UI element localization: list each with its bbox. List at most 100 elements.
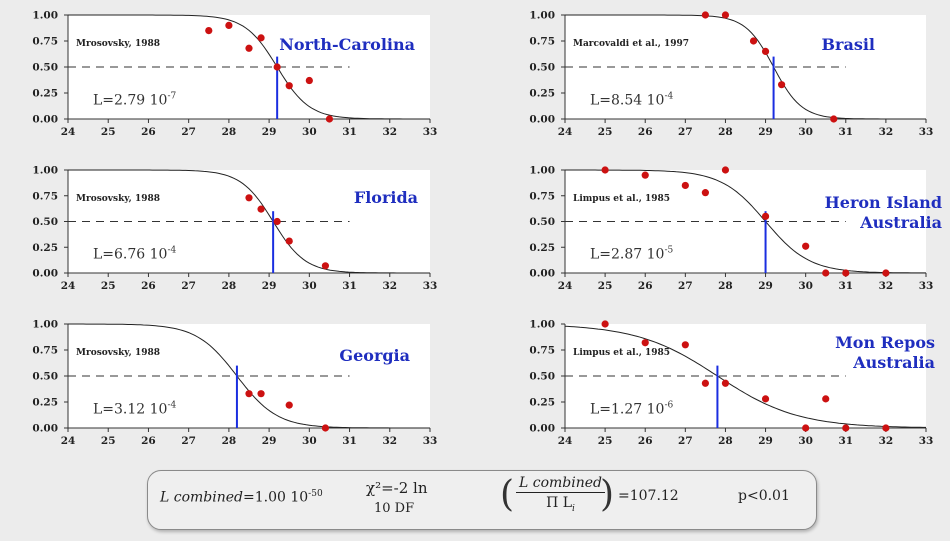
y-tick-label: 1.00 [529, 165, 555, 177]
x-tick-label: 24 [558, 280, 573, 292]
data-point [842, 424, 850, 432]
data-point [761, 395, 770, 403]
likelihood-label: L=2.87 10-5 [590, 246, 674, 263]
x-tick-label: 25 [598, 126, 613, 138]
x-tick-label: 33 [423, 435, 438, 447]
data-point [778, 81, 786, 89]
chart-title: Australia [852, 353, 935, 372]
y-tick-label: 1.00 [32, 10, 58, 22]
combined-likelihood-formula: L combined=1.00 10-50 χ²=-2 ln 10 DF ( L… [147, 470, 817, 530]
x-tick-label: 30 [302, 435, 317, 447]
data-point [225, 21, 233, 29]
x-tick-label: 26 [638, 435, 653, 447]
l-combined-label: L combined [160, 489, 243, 506]
data-point [321, 424, 330, 432]
x-tick-label: 31 [838, 280, 853, 292]
l-combined-exponent: -50 [308, 489, 323, 499]
y-tick-label: 0.75 [32, 190, 58, 202]
chi-square-result: =107.12 [618, 488, 679, 504]
y-tick-label: 0.75 [529, 345, 555, 357]
source-label: Limpus et al., 1985 [573, 348, 670, 358]
x-tick-label: 32 [879, 280, 894, 292]
y-tick-label: 0.75 [529, 190, 555, 202]
y-tick-label: 0.25 [529, 88, 555, 100]
x-tick-label: 26 [638, 126, 653, 138]
x-tick-label: 25 [101, 435, 116, 447]
chart-panel-1: 0.00 0.25 0.50 0.75 1.00 24 25 26 27 28 29 30 31 32 33… [32, 10, 437, 139]
y-tick-label: 0.25 [32, 397, 58, 409]
x-tick-label: 31 [342, 435, 357, 447]
p-value: p<0.01 [738, 488, 790, 504]
fraction-numerator: L combined [516, 475, 605, 493]
x-tick-label: 25 [598, 280, 613, 292]
data-point [761, 47, 770, 56]
likelihood-label: L=2.79 10-7 [93, 91, 177, 108]
x-tick-label: 24 [61, 126, 76, 138]
likelihood-exponent: -4 [167, 400, 176, 410]
data-point [641, 171, 649, 179]
chart-grid: 0.00 0.25 0.50 0.75 1.00 24 25 26 27 28 29 30 31 32 33… [32, 10, 942, 448]
x-tick-label: 27 [181, 280, 196, 292]
data-point [721, 166, 730, 174]
x-tick-label: 32 [879, 435, 894, 447]
y-tick-label: 0.50 [529, 371, 555, 383]
chart-title: Heron Island [825, 193, 942, 212]
x-tick-label: 28 [222, 280, 237, 292]
chart-title: Mon Repos [835, 333, 935, 352]
data-point [802, 242, 810, 250]
fit-curve [565, 169, 926, 274]
fit-curve [68, 169, 430, 274]
x-tick-label: 33 [423, 280, 438, 292]
x-tick-label: 30 [302, 126, 317, 138]
chart-title: Australia [859, 213, 942, 232]
chi-square-text: χ²=-2 ln [366, 479, 428, 497]
x-tick-label: 32 [382, 435, 397, 447]
left-paren: ( [500, 474, 515, 515]
x-tick-label: 29 [262, 435, 277, 447]
x-tick-label: 24 [558, 126, 573, 138]
x-tick-label: 33 [919, 126, 934, 138]
data-point [721, 11, 730, 19]
source-label: Mrosovsky, 1988 [76, 194, 160, 204]
data-point [205, 27, 213, 35]
x-tick-label: 31 [838, 126, 853, 138]
x-tick-label: 24 [558, 435, 573, 447]
data-point [305, 76, 313, 85]
likelihood-exponent: -5 [664, 246, 673, 256]
data-point [257, 205, 265, 213]
data-point [641, 339, 649, 347]
x-tick-label: 30 [798, 126, 813, 138]
data-point [257, 34, 265, 42]
data-point [273, 217, 281, 226]
y-tick-label: 0.50 [529, 62, 555, 74]
fraction-denominator-subscript: i [572, 503, 575, 514]
x-tick-label: 27 [678, 280, 693, 292]
likelihood-exponent: -4 [664, 91, 673, 101]
x-tick-label: 28 [718, 126, 733, 138]
x-tick-label: 26 [141, 280, 156, 292]
y-tick-label: 0.50 [529, 216, 555, 228]
fit-curve [565, 14, 926, 120]
x-tick-label: 30 [798, 435, 813, 447]
x-tick-label: 26 [141, 435, 156, 447]
chart-panel-2: 0.00 0.25 0.50 0.75 1.00 24 25 26 27 28 29 30 31 32 33… [529, 10, 933, 139]
x-tick-label: 29 [758, 435, 773, 447]
data-point [325, 115, 334, 123]
source-label: Marcovaldi et al., 1997 [573, 39, 689, 49]
x-tick-label: 32 [879, 126, 894, 138]
data-point [830, 115, 838, 123]
data-point [245, 194, 253, 202]
fraction-denominator: Π Li [516, 493, 605, 514]
chart-panel-3: 0.00 0.25 0.50 0.75 1.00 24 25 26 27 28 29 30 31 32 33… [32, 165, 437, 293]
x-tick-label: 29 [262, 280, 277, 292]
y-tick-label: 0.00 [529, 268, 555, 280]
data-point [882, 269, 890, 277]
chart-title: North-Carolina [279, 35, 415, 54]
x-tick-label: 28 [718, 280, 733, 292]
data-point [701, 189, 709, 197]
chart-panel-4: 0.00 0.25 0.50 0.75 1.00 24 25 26 27 28 29 30 31 32 33… [529, 165, 942, 293]
data-point [245, 390, 253, 398]
y-tick-label: 0.00 [32, 423, 58, 435]
data-point [761, 212, 770, 220]
y-tick-label: 1.00 [529, 10, 555, 22]
